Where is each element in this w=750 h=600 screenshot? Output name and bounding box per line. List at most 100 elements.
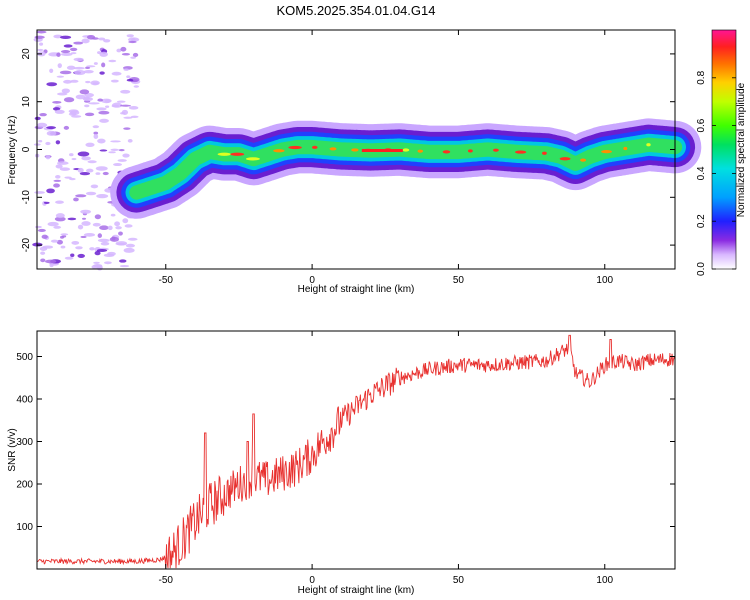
spectrogram-noise-cell [73,197,79,202]
snr-y-tick-label: 500 [16,352,33,363]
spectrogram-noise-cell [55,213,65,219]
spectrogram-noise-cell [96,248,108,252]
spectrogram-ridge-hotspot [601,150,612,154]
spectrogram-noise-cell [79,89,90,95]
spectrogram-noise-cell [81,156,91,161]
snr-x-tick-label: 100 [596,575,613,586]
spectrogram-noise-cell [123,116,133,119]
spectrogram-noise-cell [119,104,132,107]
spectrogram-noise-cell [110,148,120,152]
figure-title: KOM5.2025.354.01.04.G14 [276,3,435,18]
spectrogram-noise-cell [95,166,108,171]
spectrogram-noise-cell [50,239,59,243]
spectrogram-noise-cell [52,107,61,111]
snr-series-path [36,334,676,569]
spectrogram-noise-cell [101,62,106,68]
spectrogram-noise-cell [63,125,70,130]
spectrogram-noise-cell [75,194,87,198]
spectrogram-noise-cell [57,63,62,69]
spectrogram-noise-cell [67,217,77,221]
spectrogram-noise-cell [97,238,110,243]
spectrogram-noise-cell [56,239,63,245]
spectrogram-noise-cell [41,234,48,239]
spectrogram-noise-cell [66,65,76,70]
spectrogram-noise-cell [121,52,131,56]
spectrogram-noise-cell [46,126,57,130]
spectrogram-noise-cell [80,235,87,239]
spectrogram-ridge-hotspot [288,145,302,150]
spectrogram-noise-cell [99,225,109,231]
spectrogram-noise-cell [122,218,129,224]
spectrogram-x-axis-label: Height of straight line (km) [298,284,415,295]
spectrogram-ridge-hotspot [351,148,359,152]
spectrogram-y-ticks: -20 -10 0 10 20 [21,48,675,252]
spectrogram-noise-cell [97,98,104,102]
spectrogram-noise-cell [96,107,107,111]
spectrogram-x-tick-label: 0 [309,275,315,286]
colorbar-tick-label: 0.4 [696,166,707,180]
spectrogram-noise-cell [99,118,109,123]
spectrogram-noise-cell [36,30,47,34]
spectrogram-noise-cell [63,79,73,84]
spectrogram-noise-cell [59,167,71,171]
snr-y-ticks: 100 200 300 400 500 [16,352,675,533]
spectrogram-noise-cell [60,233,69,236]
spectrogram-noise-cell [61,235,67,238]
spectrogram-noise-cell [60,52,73,56]
spectrogram-noise-cell [124,224,133,228]
spectrogram-noise-cell [60,50,71,54]
snr-x-ticks: -50 0 50 100 [159,331,614,586]
spectrogram-noise-cell [126,75,131,79]
spectrogram-noise-cell [55,175,61,179]
colorbar-gradient [711,29,737,270]
spectrogram-y-tick-label: -10 [21,190,32,205]
spectrogram-noise-cell [84,93,94,98]
spectrogram-noise-cell [70,52,77,55]
spectrogram-noise-cell [77,253,85,258]
snr-y-tick-label: 100 [16,522,33,533]
spectrogram-noise-cell [34,116,41,121]
spectrogram-noise-cell [92,82,99,85]
spectrogram-noise-cell [93,131,99,135]
snr-x-tick-label: 0 [309,575,315,586]
spectrogram-ridge-hotspot [493,148,499,152]
snr-series-line [36,334,676,569]
snr-plot-frame [36,330,676,570]
spectrogram-ridge-hotspot [559,157,571,161]
spectrogram-noise-cell [93,134,99,139]
snr-x-tick-label: -50 [159,575,174,586]
spectrogram-noise-cell [85,142,95,147]
spectrogram-ridge-hotspot [273,149,285,153]
spectrogram-noise-cell [110,213,116,217]
spectrogram-noise-cell [82,97,93,102]
spectrogram-noise-cell [46,188,55,194]
spectrogram-noise-cell [127,139,133,143]
spectrogram-noise-cell [39,42,44,46]
spectrogram-noise-cell [115,241,128,246]
spectrogram-y-tick-label: 10 [21,96,32,108]
spectrogram-noise-cell [77,151,90,157]
spectrogram-ridge-hotspot [329,147,337,151]
spectrogram-noise-cell [49,263,54,268]
spectrogram-noise-cell [126,78,134,82]
spectrogram-ridge-hotspot [514,150,527,154]
snr-y-tick-label: 400 [16,395,33,406]
spectrogram-noise-cell [111,104,120,108]
spectrogram-noise-cell [113,163,123,167]
spectrogram-noise-cell [85,191,97,196]
spectrogram-panel: -50 0 50 100 -20 -10 0 10 20 Height of straight… [7,29,702,295]
spectrogram-noise-cell [125,243,135,248]
spectrogram-noise-cell [73,41,84,45]
spectrogram-noise-cell [118,149,125,152]
colorbar-label: Normalized spectral amplitude [736,82,747,217]
spectrogram-noise-cell [37,228,46,232]
spectrogram-noise-cell [46,82,58,87]
spectrogram-noise-cell [52,101,62,104]
spectrogram-noise-cell [117,159,127,162]
spectrogram-noise-cell [36,122,48,128]
spectrogram-noise-cell [114,221,120,227]
spectrogram-noise-cell [123,247,135,253]
spectrogram-noise-cell [45,155,51,160]
spectrogram-noise-cell [59,35,72,40]
spectrogram-y-tick-label: -20 [21,237,32,252]
